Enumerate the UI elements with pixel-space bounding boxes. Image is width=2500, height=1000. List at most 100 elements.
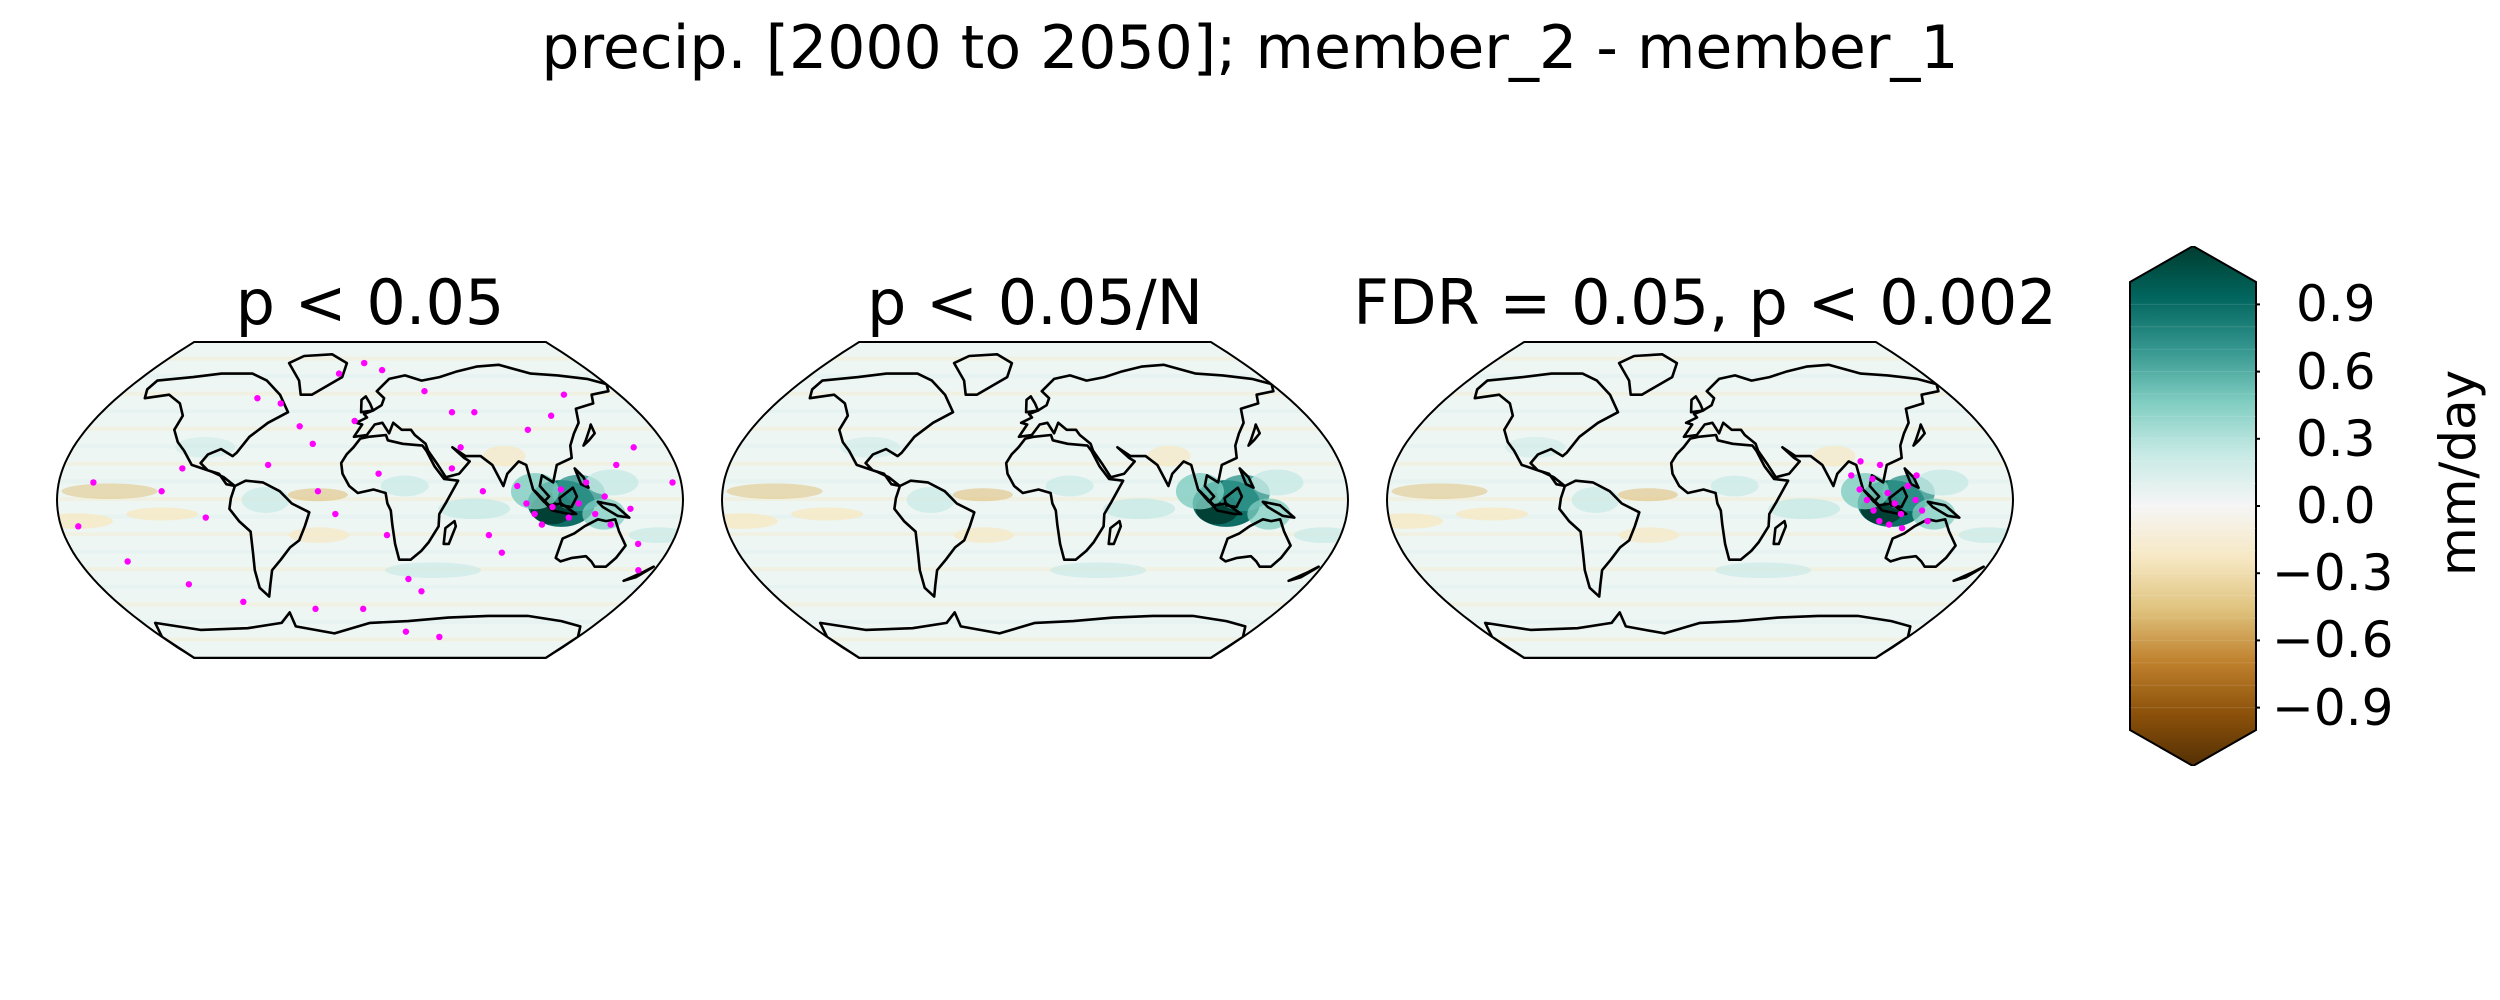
anomaly-blob <box>287 488 348 502</box>
anomaly-band <box>57 444 683 449</box>
significance-dot <box>1870 507 1877 514</box>
anomaly-blob <box>1050 562 1147 579</box>
anomaly-band <box>57 356 683 361</box>
anomaly-band <box>1387 637 2013 642</box>
panel-title-3: FDR = 0.05, p < 0.002 <box>1353 266 2057 339</box>
map-panel-1 <box>55 341 685 659</box>
significance-dot <box>1891 500 1898 507</box>
significance-dot <box>158 488 165 495</box>
coastline <box>352 363 610 504</box>
significance-dot <box>405 575 412 583</box>
anomaly-blob <box>380 475 429 497</box>
anomaly-band <box>1387 514 2013 519</box>
significance-dot <box>351 417 358 425</box>
anomaly-blob <box>628 527 683 543</box>
significance-dot <box>1918 507 1926 514</box>
colorbar: 0.9 0.6 0.3 0.0 −0.3 −0.6 −0.9 mm/day <box>2120 246 2500 766</box>
significance-dot <box>359 605 367 613</box>
anomaly-band <box>57 497 683 501</box>
coastline <box>1669 433 1790 561</box>
anomaly-band <box>57 374 683 379</box>
significance-dot <box>296 423 303 430</box>
coastline <box>1689 395 1705 414</box>
significance-dot <box>634 540 642 548</box>
anomaly-band <box>1387 479 2013 484</box>
anomaly-band <box>1387 374 2013 379</box>
coastline <box>1888 486 1909 509</box>
precip-field <box>57 353 683 658</box>
anomaly-band <box>1387 532 2013 537</box>
ocean-background <box>722 342 1348 658</box>
anomaly-blob <box>1250 469 1304 496</box>
significance-dot <box>402 628 410 635</box>
anomaly-band <box>722 584 1348 589</box>
anomaly-band <box>722 461 1348 466</box>
anomaly-band <box>722 356 1348 361</box>
anomaly-blob <box>726 483 823 500</box>
anomaly-band <box>1387 567 2013 572</box>
precip-field <box>722 353 1348 658</box>
coastline <box>558 486 579 509</box>
anomaly-band <box>57 514 683 519</box>
anomaly-blob <box>1505 436 1566 458</box>
anomaly-blob <box>1617 488 1678 502</box>
anomaly-blob <box>840 436 901 458</box>
panel-title-1: p < 0.05 <box>235 266 505 339</box>
anomaly-band <box>1387 549 2013 554</box>
significance-dot <box>627 505 634 512</box>
anomaly-band <box>57 391 683 396</box>
significance-dot <box>524 426 532 433</box>
significance-dot <box>601 493 608 500</box>
significance-dot <box>1857 458 1864 465</box>
coastline <box>622 565 655 583</box>
anomaly-blob <box>722 513 778 529</box>
colorbar-unit-label: mm/day <box>2429 369 2487 576</box>
map-border <box>55 341 685 659</box>
anomaly-blob <box>1045 475 1094 497</box>
anomaly-blob <box>1293 527 1348 543</box>
anomaly-blob <box>438 498 511 520</box>
significance-dot <box>514 482 521 490</box>
coastline <box>1863 489 1908 516</box>
coastline <box>1198 489 1243 516</box>
map-panel-3 <box>1385 341 2015 659</box>
significance-dot <box>240 598 247 606</box>
anomaly-band <box>57 567 683 572</box>
anomaly-band <box>57 637 683 642</box>
anomaly-band <box>1387 461 2013 466</box>
anomaly-band <box>1387 391 2013 396</box>
coastline <box>1483 611 1912 658</box>
significance-dot <box>179 465 186 472</box>
anomaly-band <box>722 602 1348 607</box>
coastline <box>1287 565 1320 583</box>
anomaly-blob <box>952 488 1013 502</box>
significance-dot <box>124 558 131 565</box>
anomaly-band <box>722 532 1348 537</box>
coastline <box>1473 372 1620 488</box>
anomaly-blob <box>906 487 955 513</box>
coastline <box>808 372 955 488</box>
colorbar-ticks: 0.9 0.6 0.3 0.0 −0.3 −0.6 −0.9 <box>2120 246 2500 766</box>
significance-dot <box>90 479 97 486</box>
significance-dot <box>421 387 428 395</box>
significance-dot <box>383 531 391 539</box>
coastline <box>339 433 460 561</box>
significance-dot <box>185 581 193 588</box>
coastline <box>596 500 631 519</box>
significance-dot <box>1884 489 1891 497</box>
significance-dot <box>312 605 319 613</box>
anomaly-band <box>722 549 1348 554</box>
coastline <box>1912 423 1926 447</box>
coastline <box>582 423 596 447</box>
anomaly-band <box>722 479 1348 484</box>
significance-dot <box>582 479 590 486</box>
anomaly-blob <box>1571 487 1620 513</box>
coastline <box>1017 363 1275 504</box>
anomaly-band <box>1387 444 2013 449</box>
coastline <box>442 519 458 546</box>
significance-dot <box>378 366 386 374</box>
significance-dot <box>613 461 620 469</box>
significance-dot <box>335 370 343 377</box>
anomaly-band <box>57 461 683 466</box>
anomaly-band <box>57 584 683 589</box>
